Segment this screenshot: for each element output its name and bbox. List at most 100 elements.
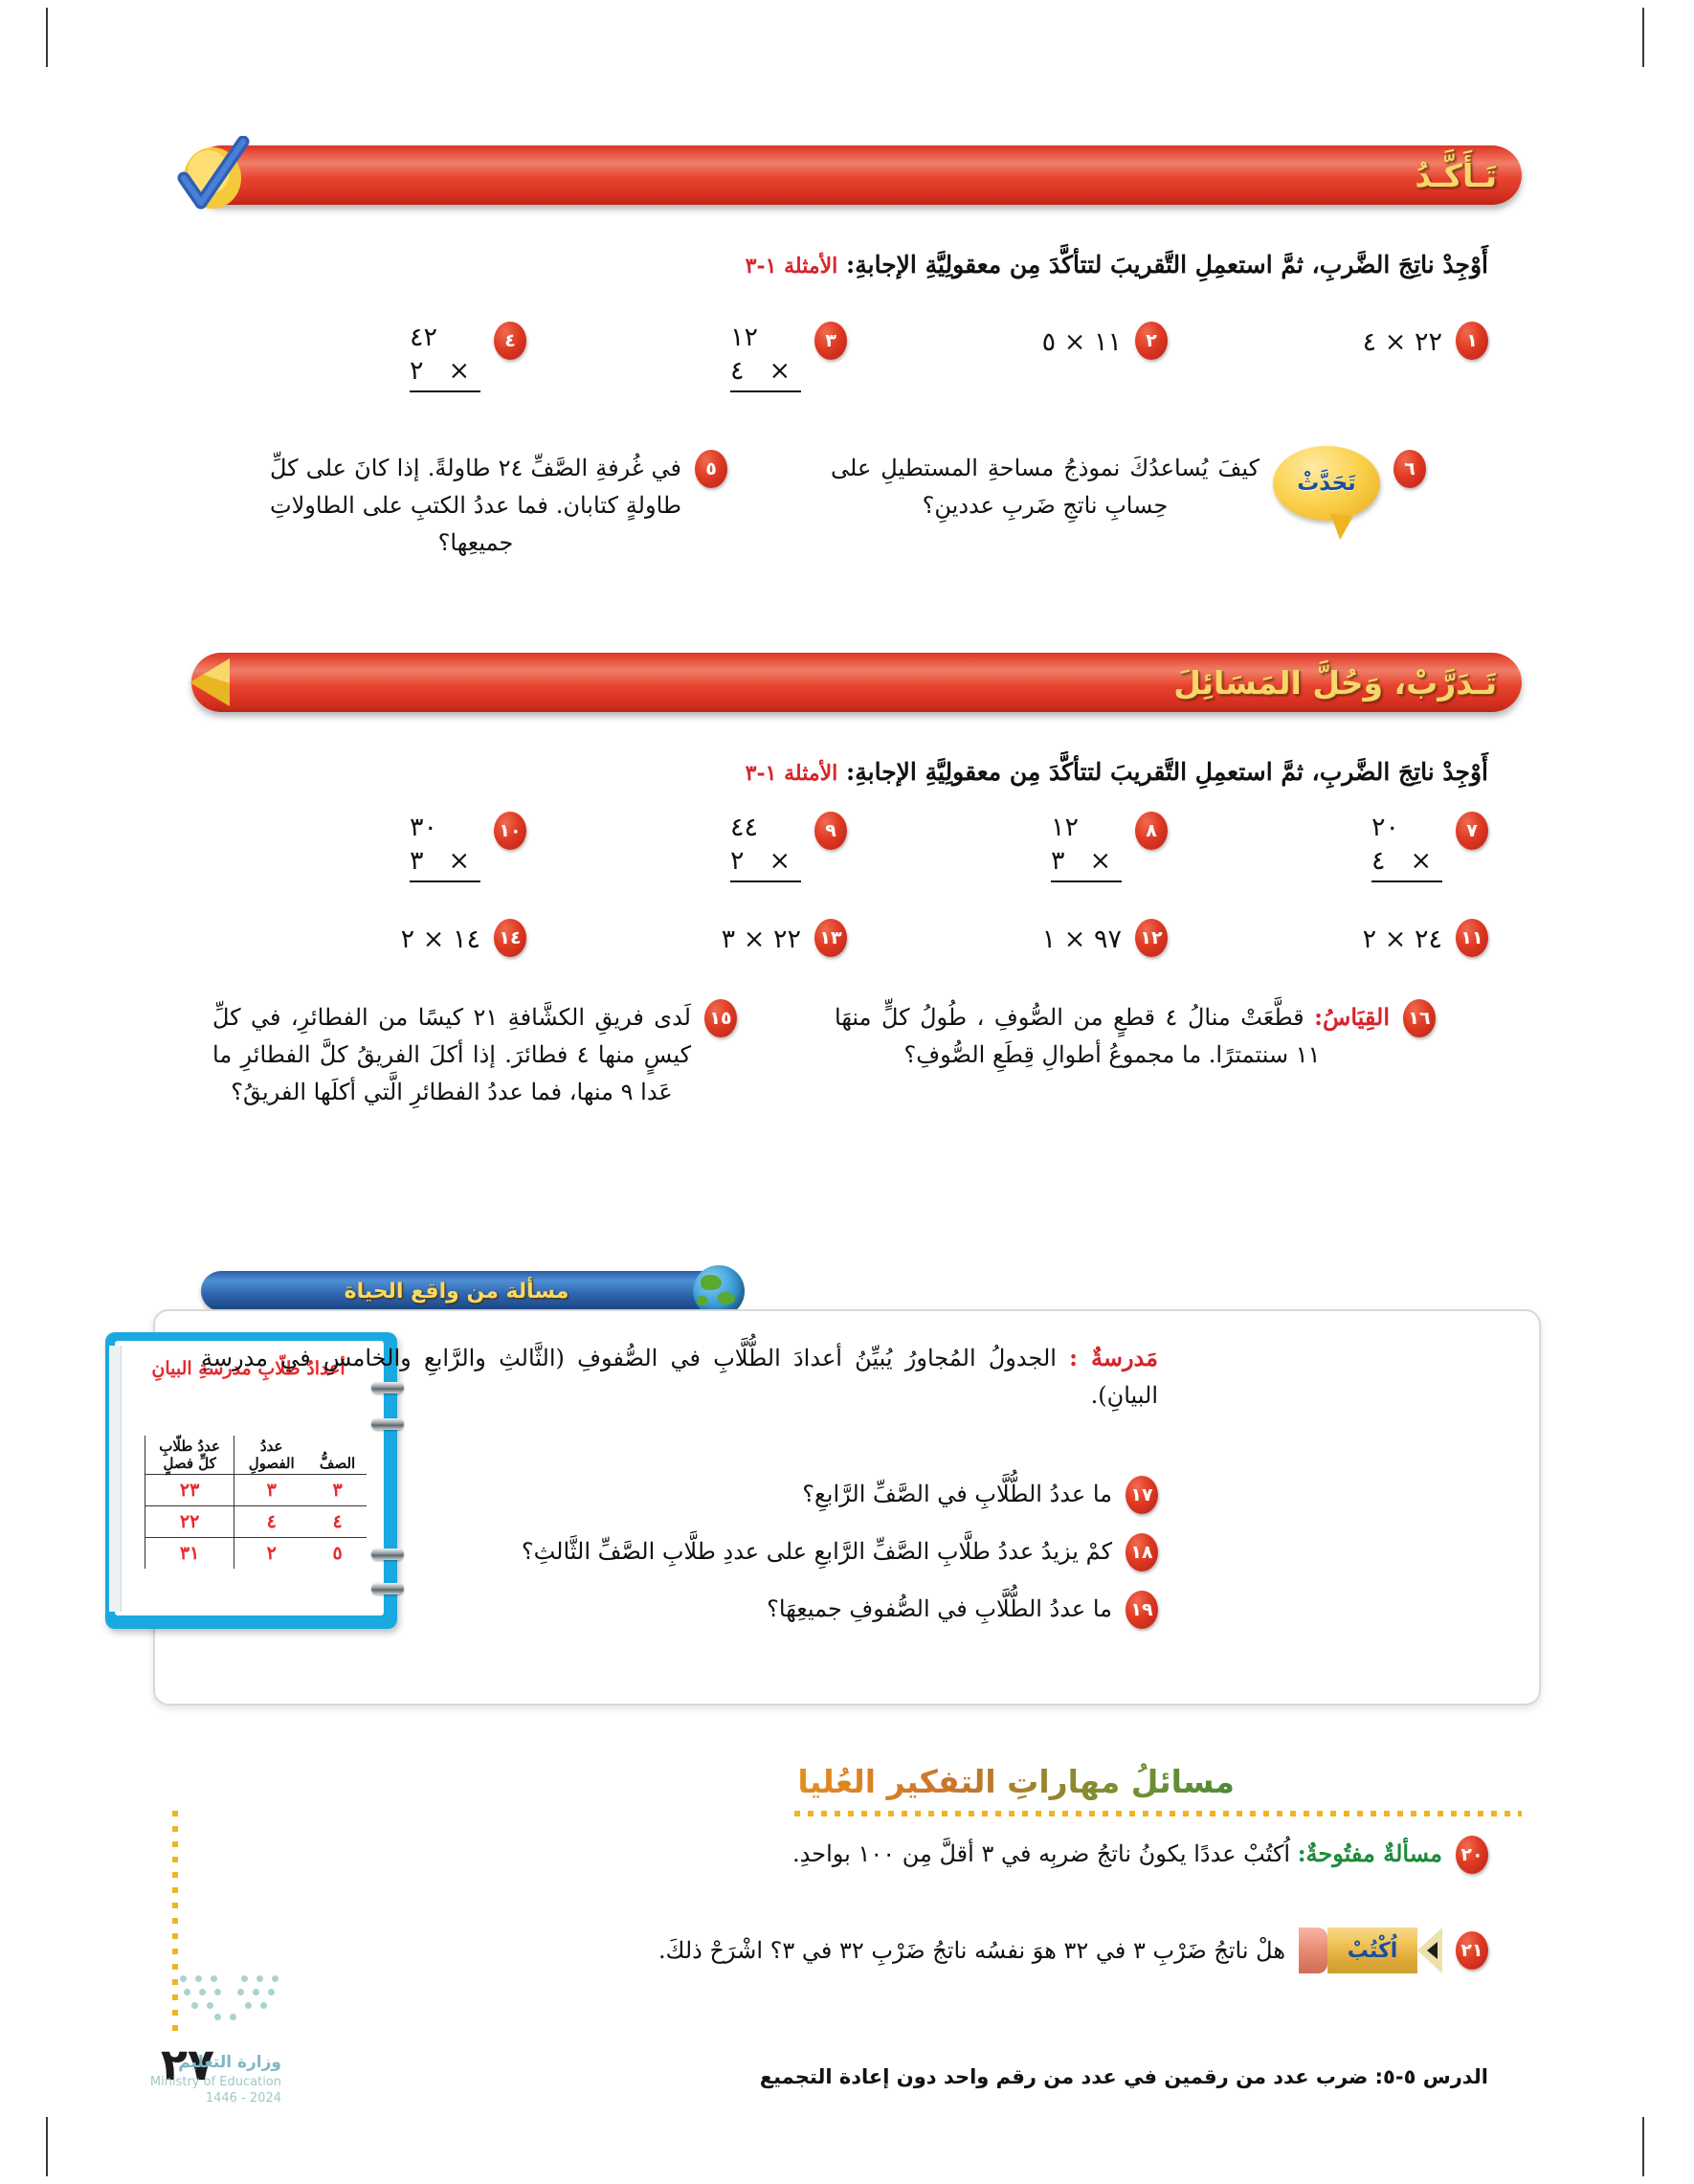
table-row: ٥ ٢ ٣١ bbox=[144, 1537, 367, 1569]
practice-section-banner: تَـدَرَّبْ، وَحُلَّ المَسَائِلَ bbox=[189, 653, 1522, 712]
multiplier: ٣ bbox=[410, 845, 424, 876]
vertical-problem: ٣٠ ٣ × bbox=[410, 812, 480, 883]
problem-number: ٢٠ bbox=[1456, 1836, 1488, 1874]
problem-number: ١٢ bbox=[1135, 919, 1168, 957]
cell-sections: ٢ bbox=[234, 1537, 309, 1569]
ministry-logo-dots bbox=[172, 1972, 287, 2025]
notebook-table-title: أعدادُ طلّابِ مدرسةِ البيانِ bbox=[151, 1358, 345, 1379]
times-operator: × bbox=[1089, 845, 1112, 876]
hot-problem-text: هلْ ناتجُ ضَرْبِ ٣ في ٣٢ هوَ نفسُه ناتجُ… bbox=[658, 1936, 1285, 1964]
table-col-header-sections: عددُ الفصولِ bbox=[234, 1436, 309, 1475]
practice-banner-label: تَـدَرَّبْ، وَحُلَّ المَسَائِلَ bbox=[1173, 663, 1497, 702]
answer-rule bbox=[410, 880, 480, 883]
answer-rule bbox=[410, 390, 480, 393]
arrow-icon bbox=[182, 655, 237, 710]
ministry-name-en: Ministry of Education bbox=[149, 2074, 281, 2089]
vertical-problem: ٢٠ ٤ × bbox=[1371, 812, 1442, 883]
exercise-item: ١٤ ١٤ × ٢ bbox=[206, 919, 526, 957]
real-life-question-18: ١٨ كمْ يزيدُ عددُ طلَّابِ الصَّفِّ الرَّ… bbox=[201, 1533, 1158, 1571]
school-students-table: الصفُّ عددُ الفصولِ عددُ طلّابِ كلِّ فصل… bbox=[144, 1436, 368, 1569]
exercise-item: ٤ ٤٢ ٢ × bbox=[206, 322, 526, 393]
multiplier: ٢ bbox=[730, 845, 745, 876]
real-life-intro: مَدرسةٌ : الجدولُ المُجاورُ يُبيِّنُ أعد… bbox=[201, 1340, 1158, 1415]
pencil-label: اُكْتُبْ bbox=[1347, 1938, 1398, 1963]
real-life-banner-label: مسألة من واقع الحياة bbox=[344, 1279, 569, 1304]
problem-number: ٤ bbox=[494, 322, 526, 360]
spiral-binding bbox=[371, 1583, 404, 1594]
problem-expression: ١٤ × ٢ bbox=[400, 925, 480, 954]
footer-lesson-number: الدرس ٥-٥: bbox=[1374, 2065, 1488, 2088]
globe-icon bbox=[693, 1265, 745, 1317]
multiplicand: ١٢ bbox=[1051, 813, 1080, 842]
problem-expression: ٢٢ × ٣ bbox=[721, 925, 801, 954]
cell-students: ٢٣ bbox=[144, 1474, 234, 1506]
school-tag: مَدرسةٌ : bbox=[1069, 1344, 1158, 1371]
real-life-question-17: ١٧ ما عددُ الطُّلَّابِ في الصَّفِّ الرَّ… bbox=[201, 1476, 1158, 1514]
problem-number: ١٩ bbox=[1126, 1591, 1158, 1629]
problem-number: ١٦ bbox=[1403, 999, 1436, 1037]
times-operator: × bbox=[1410, 845, 1433, 876]
problem-number: ٢١ bbox=[1456, 1931, 1488, 1970]
cell-class: ٤ bbox=[308, 1505, 367, 1538]
real-life-intro-body: الجدولُ المُجاورُ يُبيِّنُ أعدادَ الطُّل… bbox=[201, 1345, 1158, 1409]
word-problem-5: ٥ في غُرفةِ الصَّفِّ ٢٤ طاولةً. إذا كانَ… bbox=[258, 450, 727, 562]
problem-number: ٦ bbox=[1393, 450, 1426, 488]
table-header-row: الصفُّ عددُ الفصولِ عددُ طلّابِ كلِّ فصل… bbox=[144, 1436, 368, 1475]
pencil-body: اُكْتُبْ bbox=[1327, 1928, 1417, 1973]
exercise-item: ٩ ٤٤ ٢ × bbox=[526, 812, 847, 883]
word-problem-15: ١٥ لَدى فريقِ الكشَّافةِ ٢١ كيسًا من الف… bbox=[201, 999, 737, 1111]
problem-number: ٧ bbox=[1456, 812, 1488, 850]
practice-instruction: أَوْجِدْ ناتِجَ الضَّربِ، ثمَّ استعمِلِ … bbox=[206, 754, 1488, 791]
exercise-item: ٢ ١١ × ٥ bbox=[847, 322, 1168, 392]
problem-expression: ٢٤ × ٢ bbox=[1362, 925, 1442, 954]
hot-problem-body: اُكتُبْ عددًا يكونُ ناتجُ ضربِه في ٣ أقل… bbox=[792, 1840, 1291, 1867]
real-life-question-19: ١٩ ما عددُ الطُّلَّابِ في الصُّفوفِ جميع… bbox=[201, 1591, 1158, 1629]
cell-class: ٥ bbox=[308, 1537, 367, 1569]
cell-sections: ٤ bbox=[234, 1505, 309, 1538]
confirm-instruction: أَوْجِدْ ناتِجَ الضَّربِ، ثمَّ استعمِلِ … bbox=[206, 247, 1488, 283]
exercise-item: ٧ ٢٠ ٤ × bbox=[1168, 812, 1488, 883]
confirm-problems-row: ١ ٢٢ × ٤ ٢ ١١ × ٥ ٣ ١٢ ٤ × ٤ ٤٢ ٢ bbox=[206, 322, 1488, 393]
cell-class: ٣ bbox=[308, 1474, 367, 1506]
hot-problem-text: مسألةٌ مفتُوحةٌ: اُكتُبْ عددًا يكونُ نات… bbox=[217, 1836, 1442, 1873]
problem-number: ١٨ bbox=[1126, 1533, 1158, 1571]
multiplicand: ٤٤ bbox=[730, 813, 759, 842]
talk-bubble-label: تَحَدَّثْ bbox=[1297, 471, 1356, 496]
notebook-image: أعدادُ طلّابِ مدرسةِ البيانِ الصفُّ عددُ… bbox=[105, 1332, 404, 1629]
cell-students: ٣١ bbox=[144, 1537, 234, 1569]
confirm-instruction-ref: الأمثلة ١-٣ bbox=[745, 254, 838, 279]
notebook-page-edge bbox=[109, 1346, 122, 1612]
problem-number: ٩ bbox=[814, 812, 847, 850]
page-number: ٢٧ bbox=[160, 2039, 214, 2090]
pencil-icon: اُكْتُبْ bbox=[1299, 1928, 1442, 1973]
word-problem-body: قطَّعَتْ منالُ ٤ قطعٍ من الصُّوفِ ، طُول… bbox=[835, 1004, 1321, 1068]
word-problem-text: في غُرفةِ الصَّفِّ ٢٤ طاولةً. إذا كانَ ع… bbox=[270, 455, 682, 556]
answer-rule bbox=[730, 390, 801, 393]
crop-mark-tl-v bbox=[46, 8, 48, 67]
exercise-item: ٣ ١٢ ٤ × bbox=[526, 322, 847, 393]
spiral-binding bbox=[371, 1382, 404, 1393]
table-col-header-students: عددُ طلّابِ كلِّ فصلٍ bbox=[144, 1436, 234, 1475]
exercise-item: ١٣ ٢٢ × ٣ bbox=[526, 919, 847, 957]
multiplicand: ٢٠ bbox=[1371, 813, 1400, 842]
problem-number: ٨ bbox=[1135, 812, 1168, 850]
ministry-year: 2024 - 1446 bbox=[205, 2091, 281, 2106]
times-operator: × bbox=[769, 845, 791, 876]
problem-number: ٥ bbox=[695, 450, 727, 488]
confirm-banner-label: تَـأَكَّـدُ bbox=[1415, 156, 1497, 194]
hot-dotted-border-left bbox=[172, 1811, 178, 2031]
pencil-tip bbox=[1417, 1928, 1442, 1973]
practice-instruction-text: أَوْجِدْ ناتِجَ الضَّربِ، ثمَّ استعمِلِ … bbox=[846, 758, 1488, 786]
problem-number: ١٠ bbox=[494, 812, 526, 850]
multiplier: ٤ bbox=[1371, 845, 1386, 876]
footer-lesson-line: الدرس ٥-٥: ضرب عدد من رقمين في عدد من رق… bbox=[206, 2065, 1488, 2088]
real-life-intro-text: مَدرسةٌ : الجدولُ المُجاورُ يُبيِّنُ أعد… bbox=[201, 1340, 1158, 1415]
question-text: ما عددُ الطُّلَّابِ في الصَّفِّ الرَّابع… bbox=[802, 1481, 1112, 1507]
answer-rule bbox=[1371, 880, 1442, 883]
times-operator: × bbox=[448, 355, 471, 386]
word-problem-text: القِيَاسُ: قطَّعَتْ منالُ ٤ قطعٍ من الصُ… bbox=[835, 999, 1390, 1074]
multiplicand: ١٢ bbox=[730, 323, 759, 352]
cell-students: ٢٢ bbox=[144, 1505, 234, 1538]
word-problem-text: لَدى فريقِ الكشَّافةِ ٢١ كيسًا من الفطائ… bbox=[212, 1004, 692, 1105]
table-col-header-class: الصفُّ bbox=[319, 1455, 356, 1472]
